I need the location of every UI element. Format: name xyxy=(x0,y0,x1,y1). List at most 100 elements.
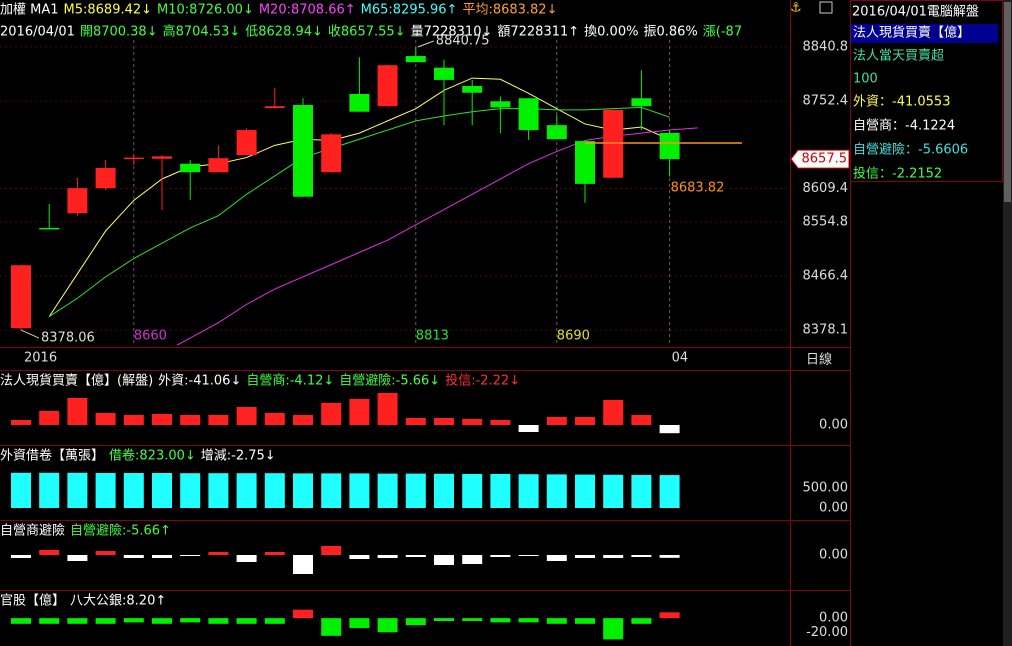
bar xyxy=(518,555,539,556)
candle-body xyxy=(293,104,313,197)
bar xyxy=(603,400,624,425)
bar xyxy=(490,420,511,425)
bar xyxy=(39,618,60,624)
bar xyxy=(39,550,60,555)
candle-body xyxy=(518,98,539,131)
bar xyxy=(546,555,567,561)
bar xyxy=(631,415,652,425)
header-segment: 漲(-87 xyxy=(703,25,742,40)
bar xyxy=(321,546,342,555)
header-segment: 高8704.53↓ xyxy=(163,24,241,40)
bar xyxy=(518,618,539,623)
candle-body xyxy=(11,265,31,329)
y-tick-label: 8466.4 xyxy=(803,268,849,283)
bar xyxy=(123,618,144,623)
y-tick-label: 0.00 xyxy=(819,418,848,433)
side-row-label: 自營避險： xyxy=(853,143,918,158)
bar xyxy=(546,417,567,425)
bar xyxy=(575,555,595,558)
header-segment: M65:8295.96↑ xyxy=(361,3,458,18)
header-segment: 外資:-41.06↓ xyxy=(158,374,241,389)
header-segment: 振0.86% xyxy=(643,25,697,40)
bar xyxy=(575,618,595,624)
side-row-value: -2.2152 xyxy=(892,167,942,182)
bar xyxy=(180,555,201,556)
header-segment: 外資借卷【萬張】 xyxy=(0,448,104,464)
candle-body xyxy=(377,65,398,107)
bar xyxy=(67,472,88,508)
bar xyxy=(11,472,31,508)
bar xyxy=(180,415,201,425)
header-segment: 自營商:-4.12↓ xyxy=(246,374,334,389)
bar xyxy=(434,618,454,621)
y-tick-label: 500.00 xyxy=(803,481,849,496)
bar xyxy=(321,403,342,425)
candle-body xyxy=(603,109,624,178)
x-tick-label: 04 xyxy=(672,351,689,366)
vline-label: 8813 xyxy=(416,329,449,344)
candle-body xyxy=(152,156,172,159)
bar xyxy=(39,472,60,508)
bar xyxy=(293,609,313,619)
header-segment: 借卷:823.00↓ xyxy=(109,448,196,464)
selected-row-bg xyxy=(851,24,998,43)
header-segment: 2016/04/01 xyxy=(0,25,75,40)
low-label: 8378.06 xyxy=(41,331,95,346)
scrollbar[interactable] xyxy=(1003,0,1012,646)
candle-body xyxy=(659,132,680,160)
bar xyxy=(349,618,370,629)
bar xyxy=(462,474,483,508)
pin-icon[interactable]: ⚓ xyxy=(790,1,802,16)
bar xyxy=(377,618,398,633)
side-subtitle: 法人當天買賣超 xyxy=(853,49,944,64)
side-selected[interactable]: 法人現貨買賣【億】 xyxy=(853,25,970,41)
scrollbar-thumb[interactable] xyxy=(1004,2,1011,202)
bar xyxy=(39,411,60,425)
bar xyxy=(208,618,229,624)
bar xyxy=(518,474,539,508)
annotation-pointer xyxy=(417,40,434,48)
candle-body xyxy=(39,227,60,230)
bar xyxy=(659,475,680,508)
bar xyxy=(631,474,652,508)
bar xyxy=(490,474,511,508)
ma-line xyxy=(48,77,670,317)
header-segment: 增減:-2.75↓ xyxy=(201,448,276,464)
bar xyxy=(405,418,426,425)
side-scale: 100 xyxy=(853,72,878,87)
header-segment: 自營避險:-5.66↑ xyxy=(70,524,171,539)
x-tick-label: 2016 xyxy=(24,351,57,366)
bar xyxy=(236,473,257,508)
side-row-label: 外資： xyxy=(853,95,892,110)
bar xyxy=(377,393,398,425)
vline-label: 8660 xyxy=(134,329,167,344)
bar xyxy=(462,555,483,564)
header-segment: 八大公銀:8.20↑ xyxy=(70,594,166,609)
bar xyxy=(123,555,144,558)
header-segment: M5:8689.42↓ xyxy=(64,3,153,18)
bar xyxy=(293,473,313,508)
bar xyxy=(490,618,511,623)
bar xyxy=(377,473,398,508)
y-tick-label: 0.00 xyxy=(819,611,848,626)
candle-body xyxy=(490,101,511,108)
bar xyxy=(603,618,624,640)
header-segment: 自營商避險 xyxy=(0,524,65,539)
bar xyxy=(321,618,342,636)
header-segment: 法人現貨買賣【億】(解盤) xyxy=(0,373,153,389)
bar xyxy=(293,415,313,425)
bar xyxy=(11,555,31,558)
header-segment: 官股【億】 xyxy=(0,593,65,609)
bar xyxy=(208,552,229,555)
y-tick-label: 8554.8 xyxy=(803,214,849,229)
bar xyxy=(11,618,31,624)
candle-body xyxy=(264,106,285,109)
y-tick-label: 8752.4 xyxy=(803,94,849,109)
y-tick-label: 8609.4 xyxy=(803,181,849,196)
side-row-label: 自營商： xyxy=(853,119,905,134)
bar xyxy=(95,618,116,624)
close-icon[interactable] xyxy=(819,1,833,14)
candle-body xyxy=(546,125,567,140)
bar xyxy=(575,474,595,508)
